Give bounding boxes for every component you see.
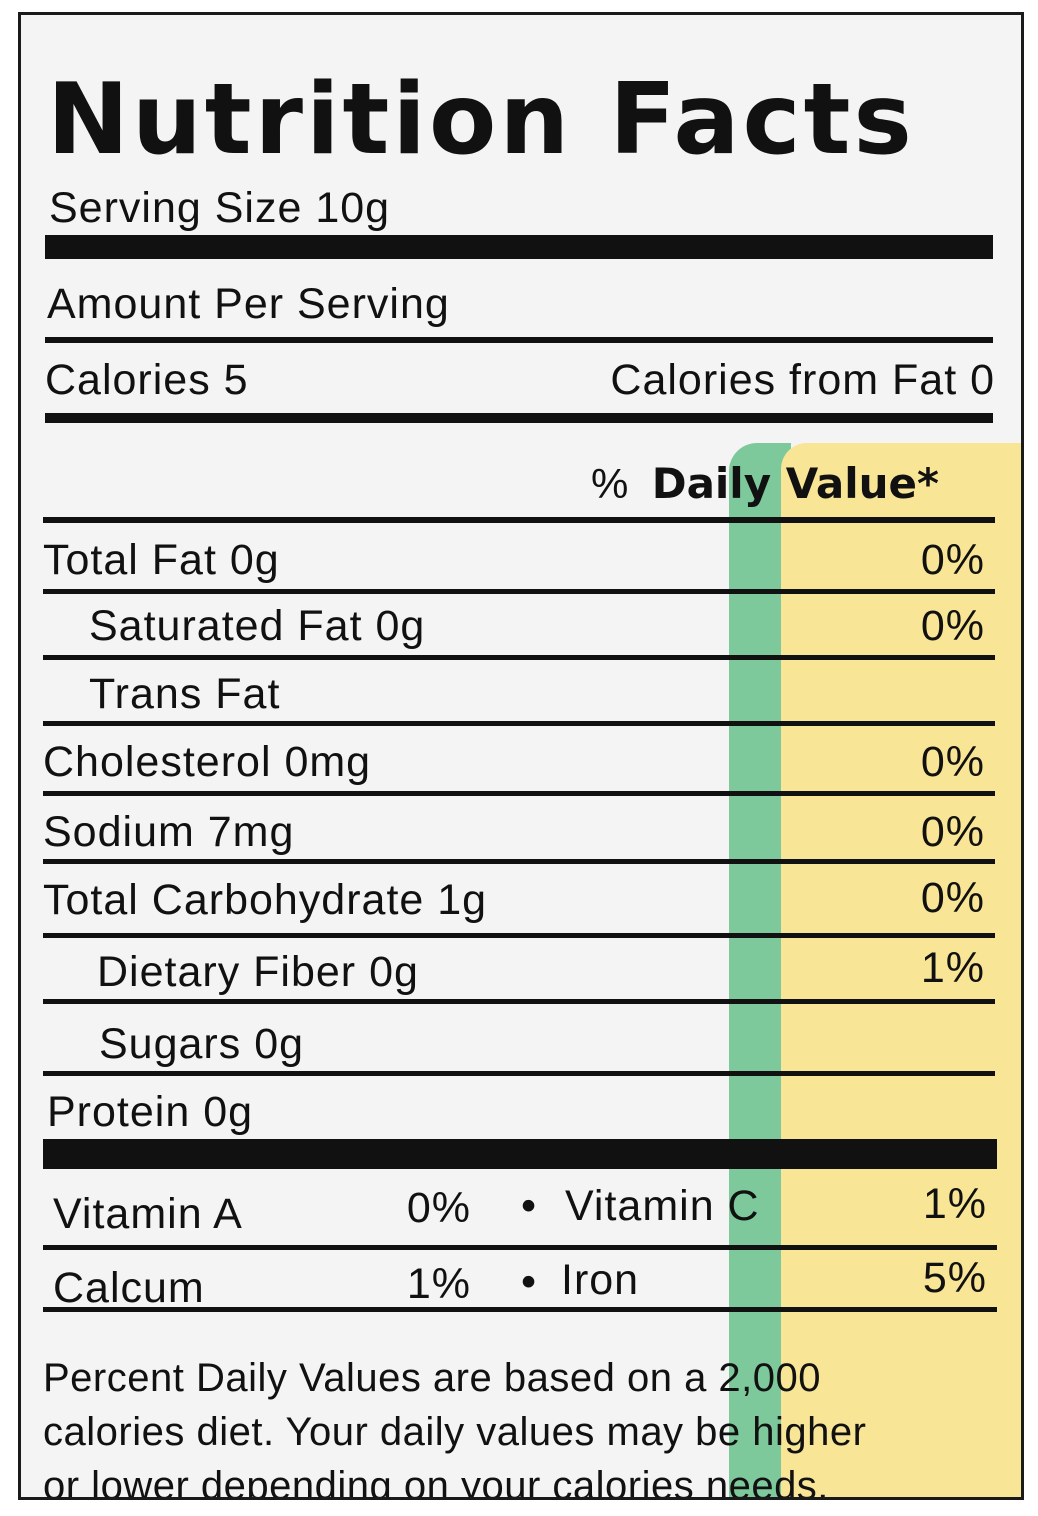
nutrient-name: Sugars 0g <box>99 1020 305 1068</box>
footnote-line: Percent Daily Values are based on a 2,00… <box>43 1356 822 1400</box>
vitamin-c-value: 1% <box>922 1180 987 1228</box>
vitamin-a-value: 0% <box>406 1184 471 1232</box>
rule <box>43 1245 997 1250</box>
nutrient-percent: 1% <box>920 944 985 992</box>
calories: Calories 5 <box>45 356 249 404</box>
rule <box>43 589 995 594</box>
label-title: Nutrition Facts <box>47 63 915 177</box>
rule <box>43 933 995 938</box>
rule <box>45 413 993 423</box>
nutrient-percent: 0% <box>920 738 985 786</box>
nutrient-percent: 0% <box>920 602 985 650</box>
nutrient-name: Dietary Fiber 0g <box>97 948 419 996</box>
iron-value: 5% <box>922 1254 987 1302</box>
footnote: Percent Daily Values are based on a 2,00… <box>43 1351 867 1500</box>
nutrient-name: Protein 0g <box>47 1088 254 1136</box>
nutrient-name: Total Fat 0g <box>43 536 280 584</box>
calcium-value: 1% <box>406 1260 471 1308</box>
vitamin-a-label: Vitamin A <box>53 1190 243 1238</box>
calories-from-fat: Calories from Fat 0 <box>610 356 995 404</box>
rule <box>43 1071 995 1076</box>
vitamin-c-label: Vitamin C <box>565 1182 760 1230</box>
daily-value-header: % Daily Value* <box>591 463 939 505</box>
footnote-line: calories diet. Your daily values may be … <box>43 1410 867 1454</box>
nutrient-name: Trans Fat <box>89 670 281 718</box>
iron-label: Iron <box>561 1256 640 1304</box>
thick-rule-top <box>45 235 993 259</box>
rule <box>43 859 995 864</box>
rule <box>43 721 995 726</box>
rule <box>43 1307 997 1312</box>
rule <box>45 337 993 343</box>
nutrient-name: Total Carbohydrate 1g <box>43 876 488 924</box>
nutrient-name: Saturated Fat 0g <box>89 602 426 650</box>
daily-value-label: Daily Value* <box>651 459 939 508</box>
rule <box>43 791 995 796</box>
nutrient-percent: 0% <box>920 874 985 922</box>
nutrition-label: Nutrition Facts Serving Size 10g Amount … <box>18 12 1024 1500</box>
nutrient-percent: 0% <box>920 536 985 584</box>
calcium-label: Calcum <box>53 1264 205 1312</box>
bullet: • <box>521 1182 538 1230</box>
nutrient-name: Sodium 7mg <box>43 808 295 856</box>
thick-rule-vitamins <box>43 1139 997 1169</box>
rule <box>43 999 995 1004</box>
green-highlight-band <box>729 443 791 1497</box>
nutrient-name: Cholesterol 0mg <box>43 738 372 786</box>
daily-value-prefix: % <box>591 460 629 507</box>
footnote-line: or lower depending on your calories need… <box>43 1464 829 1500</box>
serving-size: Serving Size 10g <box>49 184 391 232</box>
yellow-highlight-band <box>781 443 1021 1497</box>
amount-per-serving: Amount Per Serving <box>47 280 450 328</box>
rule <box>43 517 995 523</box>
rule <box>43 655 995 660</box>
nutrient-percent: 0% <box>920 808 985 856</box>
bullet: • <box>521 1258 538 1306</box>
